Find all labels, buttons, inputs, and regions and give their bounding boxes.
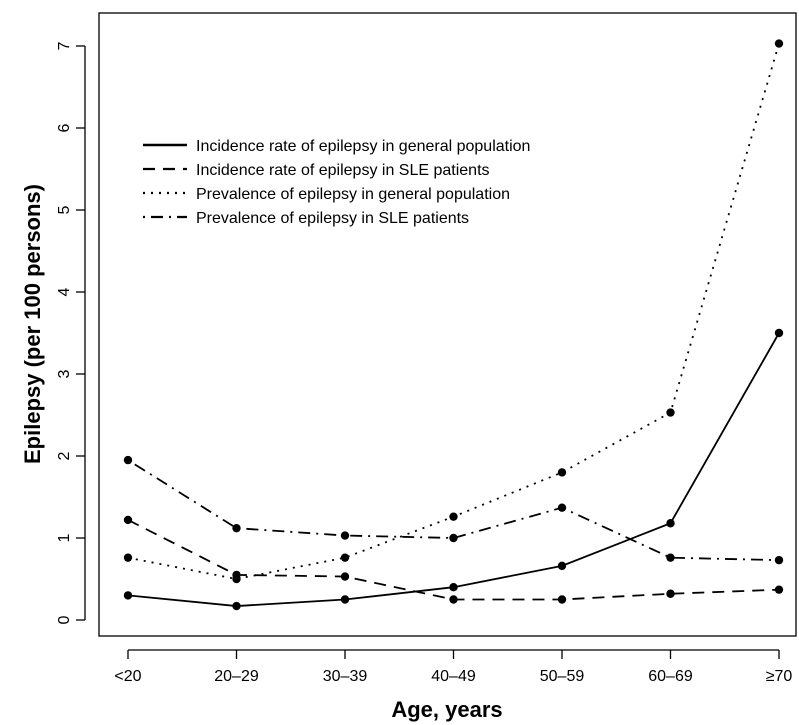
data-point [774,328,784,338]
y-tick-label: 0 [56,615,73,624]
series-line [127,459,780,562]
data-point [123,553,133,562]
series-line [127,332,780,607]
data-point [449,512,458,521]
legend-label: Incidence rate of epilepsy in SLE patien… [196,162,490,179]
legend-label: Prevalence of epilepsy in general popula… [196,186,510,203]
data-point [449,533,458,543]
y-tick-label: 5 [56,205,73,214]
y-tick-label: 2 [56,451,73,460]
legend-item: Prevalence of epilepsy in SLE patients [143,210,469,227]
data-point [449,583,458,592]
data-point [340,531,350,540]
data-point [774,555,784,565]
data-point [557,561,567,571]
series-dashdot [123,455,784,565]
x-tick-label: <20 [114,668,141,685]
y-tick-label: 7 [56,41,73,50]
data-point [666,408,675,417]
data-point [666,519,675,528]
data-point [449,595,458,604]
legend: Incidence rate of epilepsy in general po… [143,138,530,227]
legend-label: Incidence rate of epilepsy in general po… [196,138,530,155]
y-tick-label: 4 [56,287,73,296]
y-tick-label: 6 [56,123,73,132]
legend-item: Incidence rate of epilepsy in general po… [143,138,530,155]
data-point [557,503,567,512]
data-point [666,553,675,562]
x-tick-label: 60–69 [648,668,693,685]
data-point [123,515,133,525]
data-point [774,585,784,594]
series-line [127,43,780,580]
x-tick-label: 30–39 [323,668,368,685]
y-tick-label: 3 [56,369,73,378]
series-dotted [123,39,784,584]
data-point [774,39,784,48]
y-axis-label: Epilepsy (per 100 persons) [20,184,45,464]
legend-item: Prevalence of epilepsy in general popula… [143,186,510,203]
x-tick-label: 20–29 [214,668,259,685]
series-solid [123,328,784,611]
x-tick-label: 50–59 [540,668,585,685]
legend-item: Incidence rate of epilepsy in SLE patien… [143,162,490,179]
series-layer [123,39,784,611]
data-point [557,595,567,604]
data-point [123,591,133,600]
plot-frame [98,12,797,637]
x-tick-label: ≥70 [766,668,793,685]
data-point [666,589,675,598]
data-point [232,523,241,533]
y-axis: 0 1 2 3 4 5 6 7 [56,41,86,624]
x-tick-label: 40–49 [431,668,476,685]
y-tick-label: 1 [56,533,73,542]
data-point [232,574,241,584]
data-point [232,601,241,611]
data-point [557,468,567,477]
x-axis: <20 20–29 30–39 40–49 50–59 60–69 ≥70 [114,649,793,685]
data-point [340,572,350,581]
data-point [123,455,133,465]
x-axis-label: Age, years [391,697,502,722]
data-point [340,553,350,562]
data-point [340,595,350,604]
legend-label: Prevalence of epilepsy in SLE patients [196,210,469,227]
